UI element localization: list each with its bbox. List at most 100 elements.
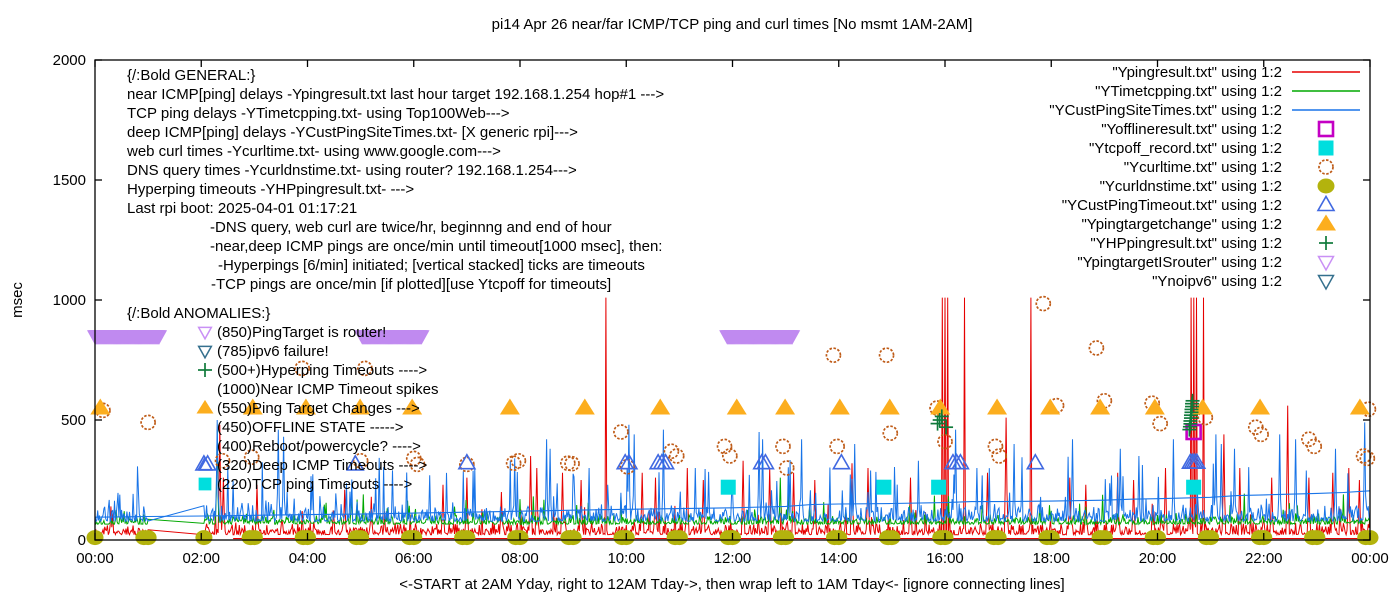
open-circle-marker [613, 424, 629, 440]
filled-square-marker [1186, 479, 1202, 495]
open-circle-marker [987, 438, 1004, 455]
anomalies-title: {/:Bold ANOMALIES:} [127, 305, 270, 322]
open-circle-marker [775, 438, 791, 455]
general-note-line: Last rpi boot: 2025-04-01 01:17:21 [127, 200, 357, 217]
legend-entry: "Ypingresult.txt" using 1:2 [1112, 64, 1360, 81]
y-tick-label: 2000 [53, 52, 86, 69]
open-circle-marker [294, 360, 311, 377]
legend-entry: "Yofflineresult.txt" using 1:2 [1101, 120, 1335, 138]
open-circle-marker [825, 347, 842, 364]
legend-entry: "YCustPingTimeout.txt" using 1:2 [1062, 194, 1336, 214]
axes: 00:00 02:00 04:00 06:00 08:00 10:00 12:00 14:00… [53, 52, 1389, 567]
filled-triangle-up-marker [499, 398, 520, 415]
legend-entry-label: "Ypingtargetchange" using 1:2 [1081, 216, 1282, 233]
open-triangle-up-marker [951, 453, 970, 470]
legend-entry: "YHPpingresult.txt" using 1:2 [1090, 235, 1333, 252]
filled-circle-marker [883, 530, 901, 546]
legend-entry-label: "Ytcpoff_record.txt" using 1:2 [1089, 140, 1282, 157]
open-circle-marker [721, 448, 738, 464]
anomaly-note-line: (400)Reboot/powercycle? ----> [217, 438, 421, 455]
anomaly-note-text: (785)ipv6 failure! [217, 343, 329, 360]
legend-entry: "YTimetcpping.txt" using 1:2 [1095, 83, 1360, 100]
open-circle-marker [352, 452, 369, 469]
filled-circle-marker [989, 530, 1007, 546]
open-circle-marker [663, 443, 680, 460]
filled-triangle-up-marker [879, 398, 900, 415]
x-tick-label: 06:00 [395, 550, 433, 567]
rule-note-line: -TCP pings are once/min [if plotted][use… [211, 276, 611, 293]
series-points-YHPpingresult.txt [930, 393, 1200, 437]
series-points-Ypingtargetchange [90, 398, 1370, 415]
y-axis-label: msec [9, 282, 26, 318]
legend-entry-label: "YCustPingSiteTimes.txt" using 1:2 [1049, 102, 1282, 119]
series-points-Yofflineresult.txt [1185, 423, 1202, 441]
plot-border [94, 59, 1371, 541]
open-circle-marker [882, 425, 899, 442]
open-circle-marker [564, 455, 580, 472]
legend-entry-label: "Ypingresult.txt" using 1:2 [1112, 64, 1282, 81]
rule-note-line: -DNS query, web curl are twice/hr, begin… [210, 219, 612, 236]
filled-triangle-up-marker [775, 398, 796, 415]
anomaly-note-text: (850)PingTarget is router! [217, 324, 386, 341]
general-note-line: web curl times -Ycurltime.txt- using www… [126, 143, 501, 160]
annotation-text-block: {/:Bold GENERAL:} near ICMP[ping] delays … [126, 67, 664, 493]
y-tick-label: 1500 [53, 172, 86, 189]
filled-square-marker [198, 477, 212, 491]
open-triangle-up-marker [1025, 453, 1045, 470]
filled-triangle-up-marker [829, 398, 850, 415]
anomaly-note-line: (320)Deep ICMP Timeouts ----> [196, 456, 427, 474]
filled-triangle-up-marker [1250, 398, 1271, 415]
x-tick-label: 04:00 [289, 550, 327, 567]
legend-entry-label: "YTimetcpping.txt" using 1:2 [1095, 83, 1282, 100]
filled-circle-marker [352, 530, 370, 546]
anomaly-note-text: (1000)Near ICMP Timeout spikes [217, 381, 438, 398]
legend-entry-label: "Yofflineresult.txt" using 1:2 [1101, 121, 1282, 138]
open-triangle-down-marker [151, 330, 168, 345]
anomaly-note-text: (320)Deep ICMP Timeouts ----> [217, 457, 427, 474]
y-tick-label: 0 [78, 532, 86, 549]
anomaly-note-text: (500+)Hyperping Timeouts ----> [217, 362, 427, 379]
filled-circle-marker [195, 530, 213, 546]
open-triangle-up-marker [832, 453, 851, 470]
open-circle-marker [1035, 295, 1052, 312]
x-tick-label: 16:00 [926, 550, 964, 567]
general-note-line: DNS query times -Ycurldnstime.txt- using… [127, 162, 577, 179]
legend-entry: "Ytcpoff_record.txt" using 1:2 [1089, 140, 1334, 157]
filled-triangle-up-marker [1090, 398, 1111, 415]
legend-entry-label: "Ycurldnstime.txt" using 1:2 [1100, 178, 1282, 195]
x-axis-label: <-START at 2AM Yday, right to 12AM Tday-… [399, 576, 1064, 593]
y-tick-label: 500 [61, 412, 86, 429]
filled-circle-marker [1202, 530, 1220, 546]
legend-entry: "Ycurltime.txt" using 1:2 [1124, 159, 1334, 176]
series-points-Ycurldnstime.txt [86, 530, 1379, 546]
filled-circle-marker [564, 530, 582, 546]
open-triangle-up-marker [656, 453, 675, 470]
filled-triangle-up-marker [987, 398, 1008, 415]
open-circle-marker [505, 455, 522, 472]
filled-triangle-up-marker [1144, 398, 1165, 415]
filled-triangle-up-marker [726, 398, 747, 415]
series-band-YpingtargetISrouter [86, 330, 801, 345]
open-circle-marker [1253, 426, 1269, 443]
open-triangle-up-marker [619, 453, 639, 470]
filled-triangle-up-marker [402, 398, 423, 415]
anomaly-note-text: (220)TCP ping Timeouts ----> [217, 476, 412, 493]
blue-rising-average [94, 490, 1371, 518]
open-circle-marker [1096, 392, 1113, 409]
plot-series-lines [94, 297, 1371, 540]
open-circle-marker [214, 452, 231, 469]
open-triangle-down-marker [197, 345, 213, 360]
series-points-YCustPingTimeout.txt [194, 452, 1207, 471]
open-circle-marker [1306, 438, 1323, 455]
open-triangle-up-marker [1316, 194, 1336, 212]
open-circle-marker [559, 455, 576, 472]
legend-entry-label: "Ynoipv6" using 1:2 [1152, 273, 1282, 290]
x-tick-label: 18:00 [1032, 550, 1070, 567]
anomaly-note-line: (785)ipv6 failure! [197, 343, 329, 360]
anomaly-note-line: (500+)Hyperping Timeouts ----> [198, 362, 427, 379]
anomaly-note-text: (450)OFFLINE STATE -----> [217, 419, 404, 436]
anomaly-note-line: (220)TCP ping Timeouts ----> [198, 476, 412, 493]
open-circle-marker [1359, 450, 1376, 467]
open-triangle-down-marker [784, 330, 801, 345]
